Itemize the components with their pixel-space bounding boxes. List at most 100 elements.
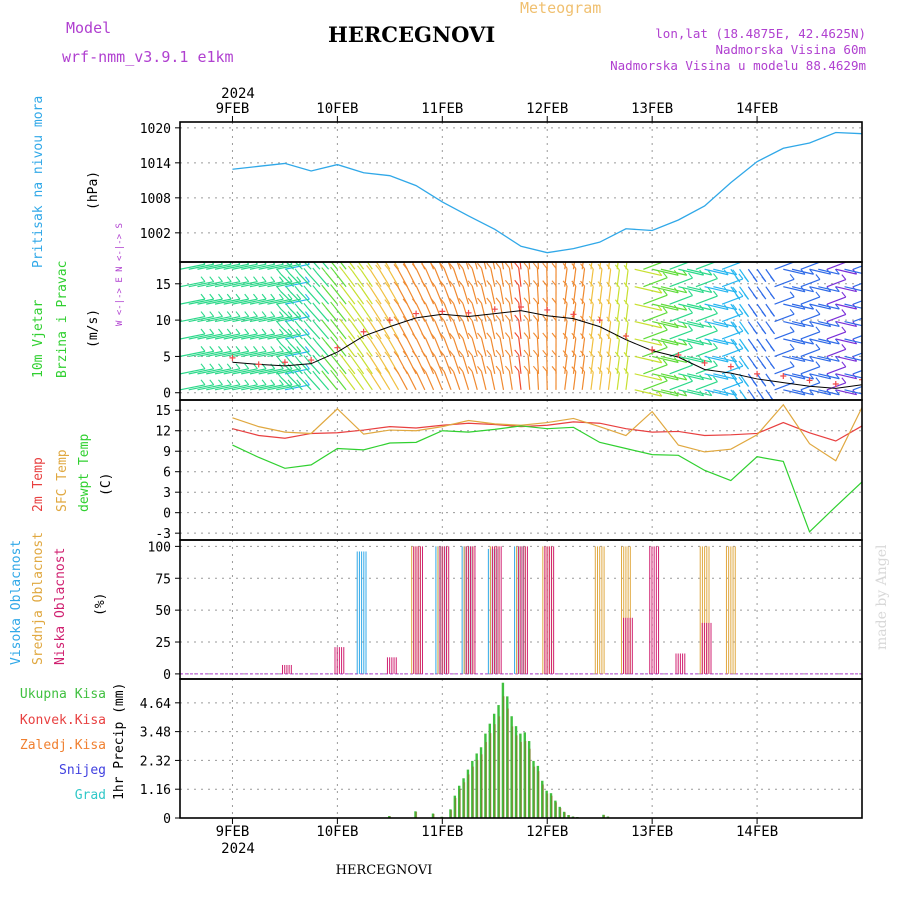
wind-barb-flag (523, 297, 529, 304)
wind-barb-flag (393, 333, 399, 340)
wind-barb-flag (657, 339, 663, 346)
wind-barb-mark (188, 350, 214, 358)
wind-barb-mark (853, 265, 862, 270)
wind-barb-mark (861, 321, 862, 323)
wind-barb-flag (439, 298, 445, 304)
wind-barb-mark (241, 263, 267, 270)
wind-barb-flag (770, 311, 775, 317)
wind-barb-flag (226, 311, 232, 317)
wind-barb-flag (253, 363, 258, 370)
wind-barb-mark (370, 287, 382, 305)
cloud-low-label: Niska Oblacnost (53, 548, 68, 665)
wind-barb-mark (678, 320, 704, 329)
wind-barb-flag (504, 332, 510, 338)
wind-barb-flag (450, 246, 454, 251)
wind-barb-mark (471, 355, 478, 375)
wind-barb-flag (623, 352, 629, 358)
precip-strat-bar (559, 807, 562, 818)
wind-barb-flag (551, 280, 557, 287)
wind-barb-mark (844, 286, 862, 292)
wind-barb-mark (853, 317, 862, 323)
wind-barb-flag (841, 326, 847, 333)
wind-gust-marker (360, 328, 367, 335)
wind-barb-mark (713, 338, 737, 346)
wind-barb-flag (376, 248, 380, 253)
wind-barb-flag (375, 299, 381, 306)
wind-barb-mark (434, 303, 443, 322)
wind-barb-mark (853, 335, 862, 340)
wind-barb-mark (625, 373, 629, 390)
wind-barb-flag (551, 332, 557, 339)
wind-barb-flag (623, 368, 629, 374)
wind-barb-mark (686, 355, 712, 363)
wind-gust-marker (675, 351, 682, 358)
precip-total-bar (462, 778, 465, 818)
wind-barb-mark (325, 375, 338, 391)
wind-label-2: Brzina i Pravac (55, 261, 70, 378)
wind-barb-flag (303, 285, 309, 292)
y-tick-label: 0 (163, 668, 171, 683)
wind-barb-mark (704, 338, 729, 346)
wind-barb-flag (657, 305, 663, 311)
wind-barb-flag (571, 297, 577, 304)
wind-barb-mark (835, 338, 857, 345)
wind-barb-mark (686, 286, 712, 294)
wind-barb-mark (370, 304, 382, 322)
wind-barb-flag (244, 311, 250, 317)
wind-barb-flag (707, 390, 713, 396)
wind-barb-flag (228, 262, 232, 265)
wind-barb-flag (276, 355, 282, 362)
wind-barb-mark (465, 262, 470, 270)
wind-barb-mark (223, 368, 249, 375)
wind-barb-flag (321, 267, 327, 273)
wind-gust-marker (859, 376, 862, 383)
wind-barb-flag (467, 280, 473, 287)
wind-barb-flag (287, 293, 293, 300)
wind-gust-marker (229, 354, 236, 361)
wind-barb-mark (232, 350, 258, 358)
wind-barb-flag (375, 334, 381, 341)
wind-barb-mark (774, 278, 795, 288)
wind-barb-flag (261, 276, 267, 283)
precip-strat-bar (494, 724, 496, 818)
t2m-label: 2m Temp (31, 457, 46, 512)
wind-barb-mark (480, 355, 487, 374)
wind-barb-flag (879, 304, 883, 309)
wind-barb-mark (214, 315, 241, 323)
wind-barb-mark (643, 277, 668, 288)
wind-barb-mark (334, 341, 347, 357)
precip-strat-bar (476, 759, 479, 818)
wind-barb-flag (868, 362, 872, 367)
wind-barb-mark (267, 384, 293, 391)
wind-barb-mark (316, 342, 330, 357)
wind-compass: W <-|-> E N <-|-> S (115, 223, 125, 326)
wind-barb-mark (508, 267, 513, 287)
wind-barb-flag (738, 343, 744, 349)
wind-barb-flag (218, 379, 223, 386)
wind-barb-mark (853, 352, 862, 357)
wind-barb-mark (695, 312, 718, 323)
wind-barb-flag (495, 262, 501, 269)
wind-barb-mark (800, 313, 821, 323)
wind-barb-mark (370, 270, 382, 288)
wind-barb-mark (490, 371, 496, 390)
wind-barb-mark (241, 350, 267, 358)
wind-barb-flag (261, 346, 267, 352)
wind-barb-mark (660, 320, 687, 329)
wind-barb-flag (209, 293, 215, 300)
wind-barb-flag (357, 317, 362, 324)
x-date-label-top: 10FEB (316, 101, 358, 117)
wind-gust-marker (465, 309, 472, 316)
wind-barb-mark (508, 320, 513, 340)
wind-barb-mark (214, 384, 241, 391)
wind-barb-flag (235, 311, 241, 317)
wind-barb-mark (351, 288, 365, 305)
wind-barb-mark (188, 368, 214, 375)
wind-barb-flag (495, 365, 501, 372)
wind-barb-flag (614, 299, 620, 306)
wind-barb-mark (721, 381, 744, 391)
wind-barb-mark (826, 296, 847, 305)
wind-barb-flag (209, 276, 215, 283)
wind-barb-flag (367, 248, 371, 253)
wind-barb-flag (209, 379, 215, 386)
